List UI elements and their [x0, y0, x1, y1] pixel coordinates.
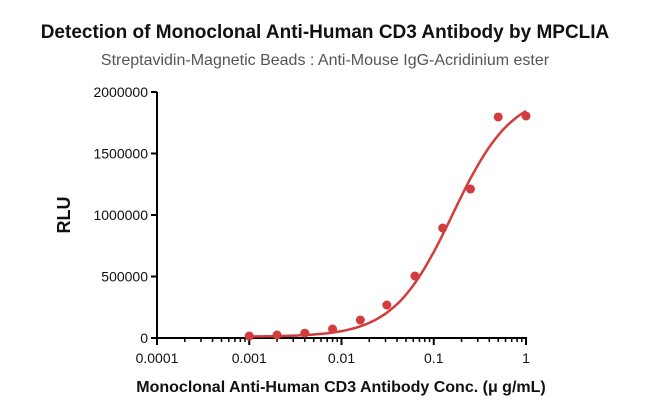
data-point [521, 111, 531, 121]
y-axis-label: RLU [54, 197, 74, 234]
data-point [244, 331, 254, 341]
x-tick-label: 1 [522, 350, 530, 366]
y-tick-label: 2000000 [93, 84, 148, 100]
y-tick-label: 1000000 [93, 207, 148, 223]
fit-curve [249, 109, 527, 338]
data-point [465, 184, 475, 194]
data-point [493, 112, 503, 122]
x-tick-label: 0.0001 [136, 350, 179, 366]
data-point [272, 330, 282, 340]
x-tick-label: 0.01 [328, 350, 355, 366]
data-point [300, 328, 310, 338]
y-tick-label: 0 [140, 330, 148, 346]
data-point [382, 300, 392, 310]
data-point [355, 315, 365, 325]
y-tick-label: 1500000 [93, 146, 148, 162]
x-tick-label: 0.1 [424, 350, 444, 366]
data-point [438, 223, 448, 233]
data-point [328, 324, 338, 334]
data-point [410, 271, 420, 281]
chart-subtitle: Streptavidin-Magnetic Beads : Anti-Mouse… [101, 52, 550, 69]
x-axis-label: Monoclonal Anti-Human CD3 Antibody Conc.… [136, 379, 545, 396]
chart-title: Detection of Monoclonal Anti-Human CD3 A… [41, 22, 610, 43]
x-tick-label: 0.001 [232, 350, 267, 366]
y-tick-label: 500000 [101, 269, 148, 285]
